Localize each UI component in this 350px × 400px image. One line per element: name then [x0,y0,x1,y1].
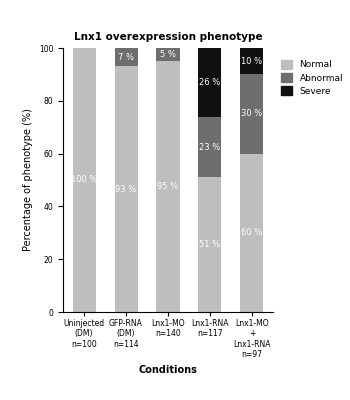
Text: 30 %: 30 % [241,110,262,118]
Text: 10 %: 10 % [241,57,262,66]
Legend: Normal, Abnormal, Severe: Normal, Abnormal, Severe [280,58,345,98]
Text: 51 %: 51 % [199,240,220,249]
Bar [240,48,264,74]
Bar [198,117,222,177]
X-axis label: Conditions: Conditions [139,365,197,375]
Bar [240,74,264,154]
Text: 95 %: 95 % [158,182,178,191]
Bar [240,154,264,312]
Y-axis label: Percentage of phenotype (%): Percentage of phenotype (%) [23,108,33,252]
Text: 5 %: 5 % [160,50,176,59]
Title: Lnx1 overexpression phenotype: Lnx1 overexpression phenotype [74,32,262,42]
Bar [198,48,222,117]
Text: 100 %: 100 % [71,176,97,184]
Text: 93 %: 93 % [116,185,136,194]
Text: 60 %: 60 % [241,228,262,237]
Text: 23 %: 23 % [199,142,220,152]
Bar [114,48,138,66]
Bar [156,48,180,61]
Bar [198,177,222,312]
Bar [156,61,180,312]
Text: 7 %: 7 % [118,53,134,62]
Bar [114,66,138,312]
Bar [72,48,96,312]
Text: 26 %: 26 % [199,78,220,87]
